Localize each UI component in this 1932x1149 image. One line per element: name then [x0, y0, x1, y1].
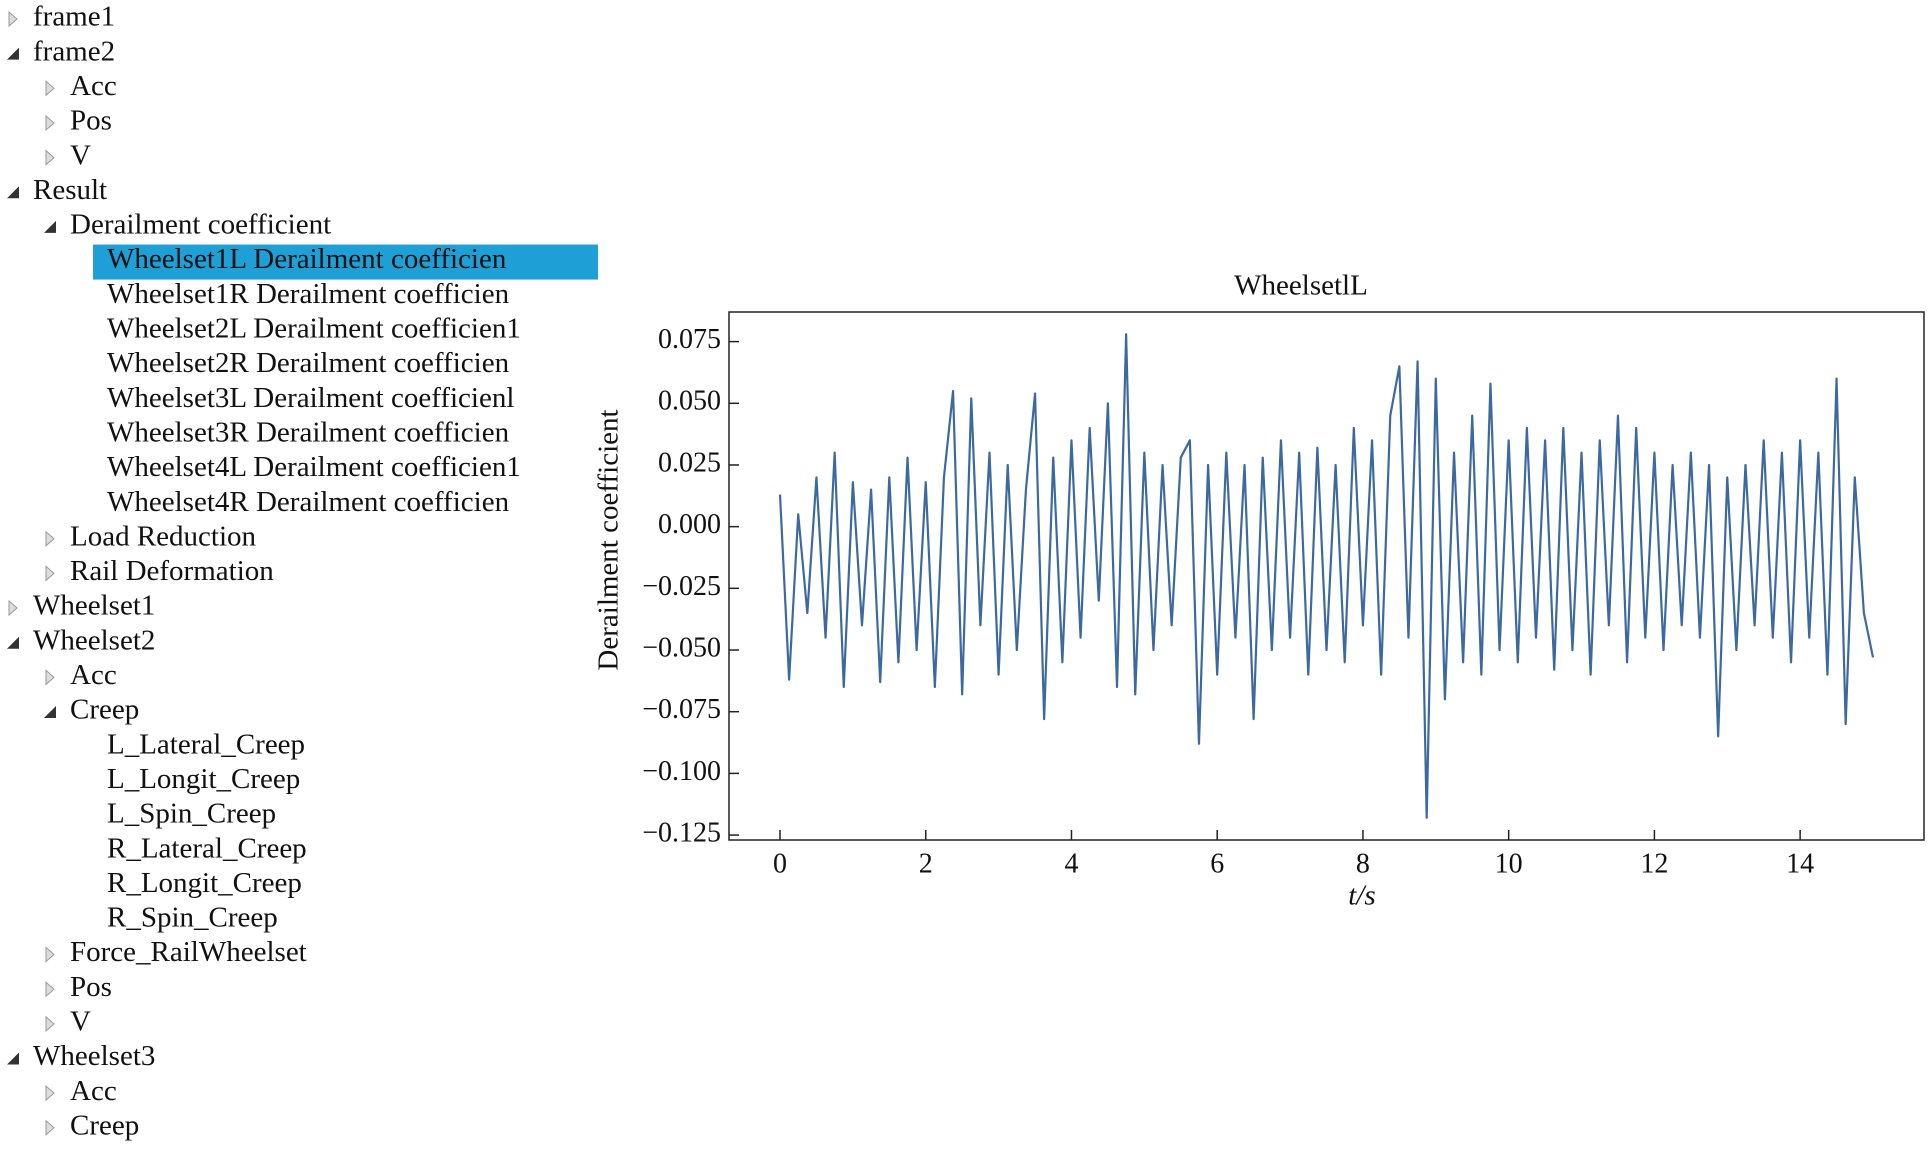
tree-item[interactable]: frame2 [33, 35, 115, 67]
tree-item[interactable]: Creep [70, 1109, 139, 1141]
expander[interactable] [8, 10, 18, 28]
expander[interactable] [45, 530, 55, 547]
x-axis-label: t/s [1348, 880, 1375, 912]
tree-item[interactable]: Load Reduction [70, 520, 257, 552]
tree-item[interactable]: Pos [70, 971, 112, 1003]
tree-item[interactable]: Creep [70, 694, 139, 726]
selection-highlight [93, 244, 598, 280]
expander[interactable] [45, 114, 55, 132]
expander[interactable] [45, 946, 55, 963]
tree-item[interactable]: Wheelset2R Derailment coefficien [107, 347, 510, 379]
tree-item[interactable]: R_Lateral_Creep [107, 832, 307, 864]
expander[interactable] [45, 80, 55, 97]
tree-item[interactable]: Result [33, 174, 107, 206]
expander[interactable] [7, 47, 19, 60]
expander[interactable] [44, 220, 56, 233]
x-tick-label: 4 [1064, 848, 1078, 879]
expander[interactable] [8, 599, 18, 617]
tree-item[interactable]: R_Spin_Creep [107, 902, 278, 934]
expander[interactable] [45, 565, 55, 582]
tree-item[interactable]: Pos [70, 105, 112, 137]
expander[interactable] [7, 186, 19, 199]
tree-item[interactable]: Wheelset1L Derailment coefficien [107, 243, 507, 275]
tree-item[interactable]: V [70, 139, 91, 171]
tree-item[interactable]: Acc [70, 659, 117, 691]
y-tick-label: 0.000 [658, 509, 721, 540]
y-tick-label: −0.100 [642, 756, 721, 787]
tree-item[interactable]: L_Lateral_Creep [107, 728, 305, 760]
tree-item[interactable]: Wheelset3R Derailment coefficien [107, 416, 510, 448]
y-tick-label: −0.025 [642, 571, 721, 602]
y-tick-label: −0.050 [642, 632, 721, 663]
expander[interactable] [45, 1015, 55, 1032]
tree-item[interactable]: Rail Deformation [70, 555, 274, 587]
tree-item[interactable]: L_Longit_Creep [107, 763, 300, 795]
tree-item[interactable]: Wheelset4L Derailment coefficien1 [107, 451, 521, 483]
expander[interactable] [45, 1085, 55, 1102]
tree-item[interactable]: frame1 [33, 1, 115, 33]
tree-item[interactable]: Wheelset3 [33, 1040, 155, 1072]
tree-item[interactable]: Derailment coefficient [70, 209, 331, 241]
x-tick-label: 0 [773, 848, 787, 879]
x-tick-label: 6 [1210, 848, 1224, 879]
x-tick-label: 12 [1640, 848, 1668, 879]
plot-frame [728, 311, 1925, 841]
data-line [778, 333, 1875, 819]
tree-item[interactable]: Acc [70, 1075, 117, 1107]
expander[interactable] [45, 669, 55, 686]
x-tick-label: 8 [1356, 848, 1370, 879]
y-tick-label: −0.125 [642, 817, 721, 848]
tree-item[interactable]: Wheelset2 [33, 624, 155, 656]
tree-item[interactable]: Wheelset3L Derailment coefficienl [107, 382, 514, 414]
tree-item[interactable]: Wheelset1 [33, 590, 155, 622]
x-tick-label: 14 [1786, 848, 1814, 879]
expander[interactable] [45, 149, 55, 166]
y-tick-label: 0.075 [658, 324, 721, 355]
tree-item[interactable]: Wheelset2L Derailment coefficien1 [107, 313, 521, 345]
y-tick-label: 0.025 [658, 447, 721, 478]
expander[interactable] [7, 1052, 19, 1065]
expander[interactable] [44, 706, 56, 718]
y-tick-label: −0.075 [642, 694, 721, 725]
y-axis-label: Derailment coefficient [593, 409, 625, 670]
tree-item[interactable]: R_Longit_Creep [107, 867, 302, 899]
tree-item[interactable]: L_Spin_Creep [107, 798, 276, 830]
tree-item[interactable]: V [70, 1006, 91, 1038]
expander[interactable] [7, 636, 19, 649]
y-tick-label: 0.050 [658, 386, 721, 417]
expander[interactable] [45, 981, 55, 998]
tree-item[interactable]: Force_RailWheelset [70, 936, 307, 968]
tree-item[interactable]: Wheelset4R Derailment coefficien [107, 486, 510, 518]
tree-item[interactable]: Wheelset1R Derailment coefficien [107, 278, 510, 310]
chart-title: WheelsetlL [1234, 270, 1368, 302]
x-tick-label: 10 [1495, 848, 1523, 879]
expander[interactable] [45, 1119, 55, 1136]
tree-item[interactable]: Acc [70, 70, 117, 102]
x-tick-label: 2 [919, 848, 933, 879]
